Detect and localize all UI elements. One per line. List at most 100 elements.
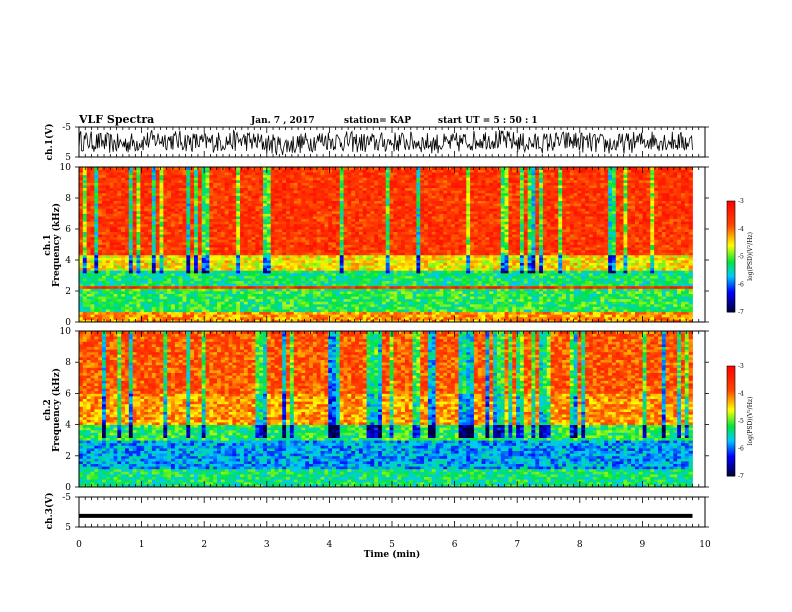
ch1-spectrogram-cell [370,244,375,248]
ch1-spectrogram-cell [500,270,505,274]
ch1-spectrogram-cell [297,275,302,279]
ch1-spectrogram-cell [485,275,490,279]
ch1-spectrogram-cell [339,270,344,274]
ch1-spectrogram-cell [393,262,398,266]
ch1-spectrogram-cell [443,303,448,307]
ch1-spectrogram-cell [136,280,141,284]
ch1-spectrogram-cell [362,272,367,276]
ch1-spectrogram-cell [128,257,134,261]
ch1-spectrogram-cell [493,314,498,318]
ch1-spectrogram-cell [477,278,482,282]
ch1-spectrogram-cell [508,291,513,294]
ch1-spectrogram-cell [531,254,536,258]
ch1-spectrogram-cell [351,254,356,258]
ch1-spectrogram-cell [94,247,99,251]
ch1-spectrogram-cell [654,319,659,323]
ch1-spectrogram-cell [562,254,567,258]
ch1-spectrogram-cell [623,247,628,251]
ch1-spectrogram-cell [136,285,141,289]
ch1-spectrogram-cell [470,252,475,256]
ch1-spectrogram-cell [243,262,249,266]
ch1-spectrogram-cell [343,272,348,276]
ch1-spectrogram-cell [504,257,509,261]
ch1-spectrogram-cell [604,249,609,253]
ch1-spectrogram-cell [542,314,548,318]
ch1-spectrogram-cell [282,278,287,282]
ch1-spectrogram-cell [82,257,88,261]
ch1-spectrogram-cell [159,252,164,256]
ch1-spectrogram-cell [665,260,670,263]
ch1-spectrogram-cell [121,319,126,323]
ch1-spectrogram-cell [420,311,425,315]
ch1-spectrogram-cell [424,254,429,258]
ch1-spectrogram-cell [370,293,375,297]
ch1-spectrogram-cell [481,270,486,274]
ch1-spectrogram-cell [366,309,371,313]
ch1-spectrogram-cell [542,249,548,253]
ch1-spectrogram-cell [163,283,168,287]
ch1-spectrogram-cell [527,316,532,320]
ch1-spectrogram-cell [416,293,421,297]
ch1-spectrogram-cell [439,280,444,284]
ch1-spectrogram-cell [266,288,272,292]
ch1-spectrogram-cell [220,298,226,302]
ch1-spectrogram-cell [500,303,505,307]
ch1-spectrogram-cell [619,311,624,315]
ch1-spectrogram-cell [665,314,670,318]
ch1-spectrogram-cell [669,280,674,284]
ch1-spectrogram-cell [631,247,636,251]
ch1-spectrogram-cell [163,306,168,310]
ch1-spectrogram-cell [102,265,107,269]
ch1-spectrogram-cell [504,311,509,315]
ch1-spectrogram-cell [427,314,433,318]
ch1-spectrogram-cell [201,247,206,251]
ch1-spectrogram-cell [673,293,678,297]
ch1-spectrogram-cell [328,298,333,302]
ch1-spectrogram-cell [301,275,306,279]
ch1-spectrogram-cell [385,262,390,266]
ch1-spectrogram-cell [144,306,149,310]
ch1-spectrogram-cell [623,296,628,300]
ch1-spectrogram-cell [500,262,505,266]
ch1-spectrogram-cell [550,316,555,320]
ch1-spectrogram-cell [366,244,371,248]
ch1-spectrogram-cell [144,291,149,294]
ch1-spectrogram-cell [562,309,567,313]
ch1-spectrogram-cell [627,275,632,279]
ch1-spectrogram-cell [155,249,160,253]
ch1-spectrogram-cell [148,249,153,253]
ch1-spectrogram-cell [650,275,655,279]
ch1-spectrogram-cell [213,309,218,313]
ch1-spectrogram-cell [155,306,160,310]
ch1-spectrogram-cell [289,267,295,271]
ch1-spectrogram-cell [374,309,379,313]
ch1-spectrogram-cell [542,262,548,266]
ch1-spectrogram-cell [278,306,283,310]
ch1-spectrogram-cell [573,293,578,297]
ch1-spectrogram-cell [427,303,433,307]
ch1-spectrogram-cell [197,306,203,310]
ch1-spectrogram-cell [397,303,402,307]
ch1-spectrogram-cell [585,306,590,310]
ch1-spectrogram-cell [508,267,513,271]
ch1-spectrogram-cell [477,244,482,248]
ch1-spectrogram-cell [431,291,436,294]
ch1-spectrogram-cell [585,291,590,294]
ch1-spectrogram-cell [148,247,153,251]
ch1-spectrogram-cell [611,314,617,318]
ch1-spectrogram-cell [197,296,203,300]
ch1-spectrogram-cell [539,303,544,307]
ch1-spectrogram-cell [343,285,348,289]
ch1-spectrogram-cell [282,265,287,269]
ch1-spectrogram-cell [148,296,153,300]
ch1-spectrogram-cell [427,262,433,266]
ch1-spectrogram-cell [190,291,195,294]
ch1-spectrogram-cell [209,314,214,318]
ch1-spectrogram-cell [450,298,456,302]
ch1-spectrogram-cell [213,252,218,256]
ch1-spectrogram-cell [404,319,410,323]
ch1-spectrogram-cell [466,280,471,284]
ch1-spectrogram-cell [634,249,640,253]
ch1-spectrogram-cell [144,275,149,279]
ch1-spectrogram-cell [684,267,690,271]
